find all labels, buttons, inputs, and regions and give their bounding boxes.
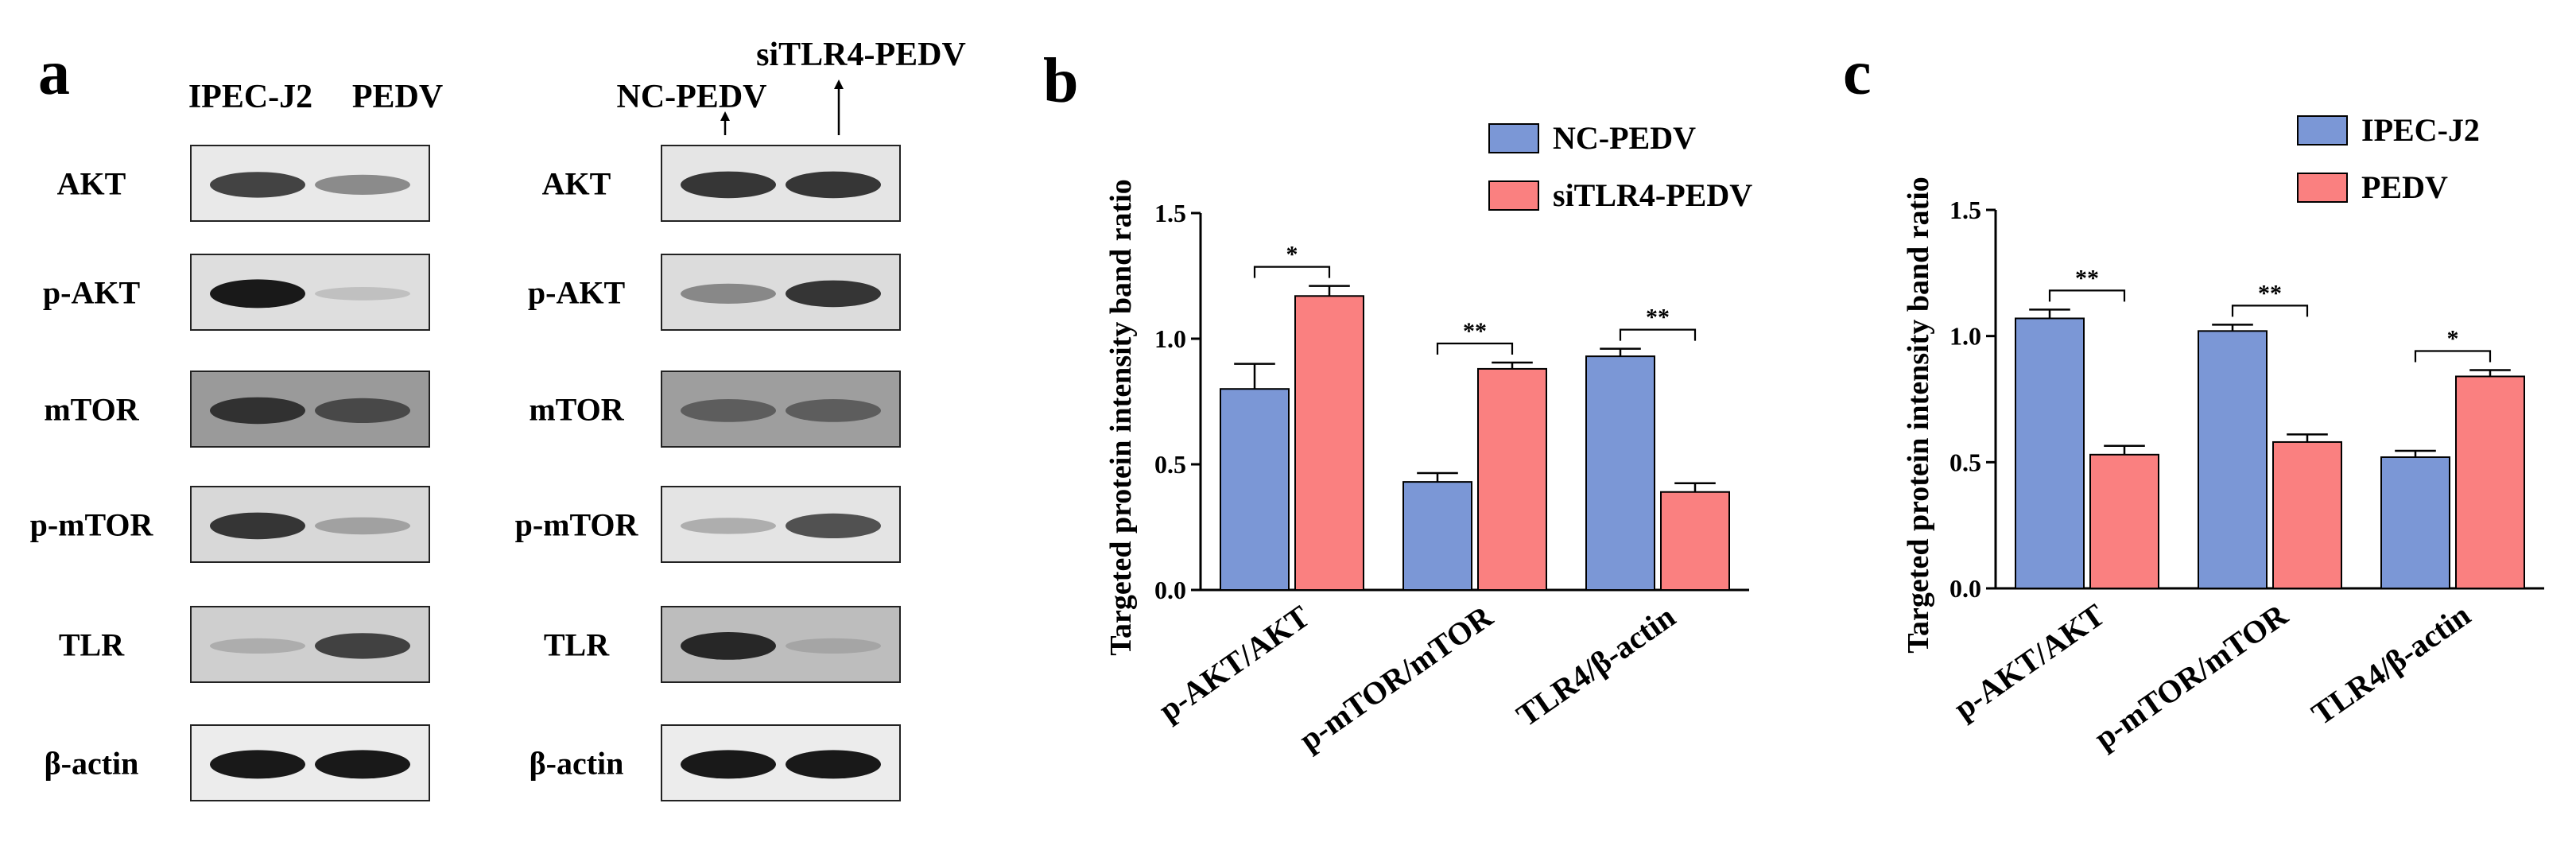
y-tick-label: 0.0 (1949, 574, 1981, 603)
y-axis-title: Targeted protein intensity band ratio (1902, 177, 1935, 654)
y-tick-label: 1.0 (1154, 324, 1186, 353)
significance-bracket (2231, 305, 2309, 317)
right_blot-band (786, 750, 881, 779)
bar (2380, 456, 2450, 590)
panel-a-western-blots: a AKT p-AKT mTOR p-mTOR TLR β-actin AKT p-AKT mT… (30, 37, 966, 801)
left_blot-row-label: TLR (59, 627, 125, 663)
panel-b-chart: b 0.0 0.5 1.0 1.5 Targeted protein intensity… (1043, 46, 1752, 758)
significance-bracket (2048, 289, 2126, 302)
left_blot-row-label: mTOR (44, 392, 139, 428)
right-lane-label: siTLR4-PEDV (756, 37, 966, 73)
left_blot-band (315, 750, 410, 779)
lane-arrow-head (834, 80, 844, 89)
x-category-label: TLR4/β-actin (2305, 597, 2477, 732)
legend-label: IPEC-J2 (2361, 112, 2480, 148)
panel-c-letter: c (1843, 38, 1872, 108)
y-tick-label: 1.5 (1949, 196, 1981, 224)
x-category-label: p-mTOR/mTOR (1293, 598, 1499, 758)
bar (2198, 330, 2268, 589)
left_blot-row-label: p-AKT (43, 275, 141, 311)
left_blot-band (210, 279, 305, 308)
bar (2455, 375, 2525, 589)
right_blot-row-label: β-actin (530, 746, 624, 782)
significance-bracket (1253, 266, 1331, 278)
left_blot-row-label: AKT (57, 166, 126, 202)
legend-label: siTLR4-PEDV (1553, 177, 1752, 213)
panel-a-letter: a (38, 38, 70, 108)
left_blot-band (315, 174, 410, 195)
y-tick-label: 1.0 (1949, 322, 1981, 351)
right_blot-band (681, 518, 776, 534)
bar (1402, 481, 1472, 591)
y-tick-label: 1.5 (1154, 199, 1186, 227)
bar (1220, 388, 1290, 592)
bar (2089, 453, 2159, 590)
left_blot-band (210, 750, 305, 779)
left-lane-label: PEDV (352, 79, 443, 115)
bar (2015, 317, 2085, 589)
y-tick-label: 0.5 (1949, 448, 1981, 476)
right_blot-band (681, 750, 776, 779)
left_blot-band (315, 633, 410, 659)
right_blot-band (786, 399, 881, 422)
significance-label: ** (1646, 305, 1670, 331)
right_blot-band (786, 171, 881, 199)
x-category-label: p-mTOR/mTOR (2088, 596, 2295, 756)
bar (2272, 440, 2342, 589)
right_blot-row-label: p-AKT (528, 275, 626, 311)
right_blot-band (681, 399, 776, 422)
significance-label: ** (1463, 318, 1487, 344)
y-tick-label: 0.0 (1154, 576, 1186, 604)
right_blot-band (681, 171, 776, 199)
significance-bracket (2414, 350, 2492, 363)
significance-bracket (1436, 342, 1514, 355)
left_blot-row-label: β-actin (45, 746, 139, 782)
bar (1660, 491, 1730, 592)
left_blot-band (210, 172, 305, 198)
y-tick-label: 0.5 (1154, 450, 1186, 479)
panel-b-letter: b (1043, 46, 1079, 116)
legend-swatch (1488, 180, 1539, 211)
left_blot-row-label: p-mTOR (30, 507, 154, 543)
left-lane-label: IPEC-J2 (188, 79, 312, 115)
right_blot-row-label: mTOR (529, 392, 624, 428)
bar (1294, 295, 1364, 591)
legend-swatch (2297, 173, 2348, 203)
panel-c-chart: c 0.0 0.5 1.0 1.5 Targeted protein intensity… (1843, 38, 2544, 756)
left_blot-band (315, 287, 410, 301)
left_blot-band (315, 517, 410, 535)
right_blot-band (786, 513, 881, 539)
right_blot-row-label: p-mTOR (515, 507, 639, 543)
significance-label: * (1286, 242, 1298, 268)
bar (1477, 367, 1547, 591)
right_blot-band (681, 632, 776, 660)
bar (1585, 355, 1655, 591)
significance-bracket (1619, 328, 1697, 341)
legend-label: NC-PEDV (1553, 120, 1696, 156)
right_blot-band (786, 638, 881, 654)
right_blot-row-label: AKT (542, 166, 611, 202)
right_blot-band (681, 283, 776, 304)
legend-label: PEDV (2361, 169, 2448, 205)
right_blot-row-label: TLR (544, 627, 610, 663)
left_blot-band (210, 397, 305, 425)
significance-label: * (2447, 326, 2459, 352)
left_blot-band (315, 398, 410, 423)
x-category-label: TLR4/β-actin (1510, 599, 1682, 734)
x-category-label: p-AKT/AKT (1947, 596, 2111, 726)
legend-swatch (1488, 123, 1539, 153)
right-lane-label: NC-PEDV (617, 79, 767, 115)
lane-arrow-head (720, 111, 730, 121)
left_blot-band (210, 512, 305, 540)
right_blot-band (786, 280, 881, 308)
x-category-label: p-AKT/AKT (1152, 598, 1316, 728)
y-axis-title: Targeted protein intensity band ratio (1104, 179, 1138, 656)
significance-label: ** (2075, 265, 2099, 291)
left_blot-band (210, 638, 305, 654)
legend-swatch (2297, 115, 2348, 146)
significance-label: ** (2258, 280, 2282, 306)
